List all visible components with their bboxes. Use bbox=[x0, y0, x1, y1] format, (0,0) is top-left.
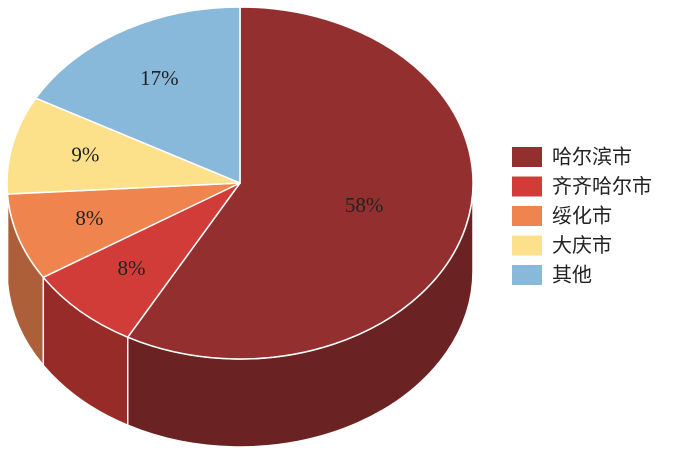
legend-label: 大庆市 bbox=[552, 233, 612, 257]
slice bbox=[126, 6, 474, 360]
legend-swatch bbox=[512, 265, 542, 285]
legend-label: 哈尔滨市 bbox=[552, 145, 632, 169]
legend-swatch bbox=[512, 147, 542, 167]
slice bbox=[42, 182, 241, 339]
legend-swatch bbox=[512, 176, 542, 197]
legend-label: 其他 bbox=[552, 263, 592, 287]
slice-label: 8% bbox=[75, 206, 103, 230]
slice-label: 8% bbox=[118, 256, 146, 280]
slice-label: 9% bbox=[71, 143, 99, 167]
legend-label: 齐齐哈尔市 bbox=[552, 174, 652, 198]
legend-label: 绥化市 bbox=[552, 204, 612, 228]
legend-swatch bbox=[512, 235, 542, 256]
slice-label: 17% bbox=[140, 66, 179, 90]
slice-label: 58% bbox=[345, 193, 384, 217]
legend-swatch bbox=[512, 206, 542, 226]
slice bbox=[6, 182, 241, 279]
slice bbox=[34, 6, 241, 185]
slice bbox=[6, 97, 241, 195]
